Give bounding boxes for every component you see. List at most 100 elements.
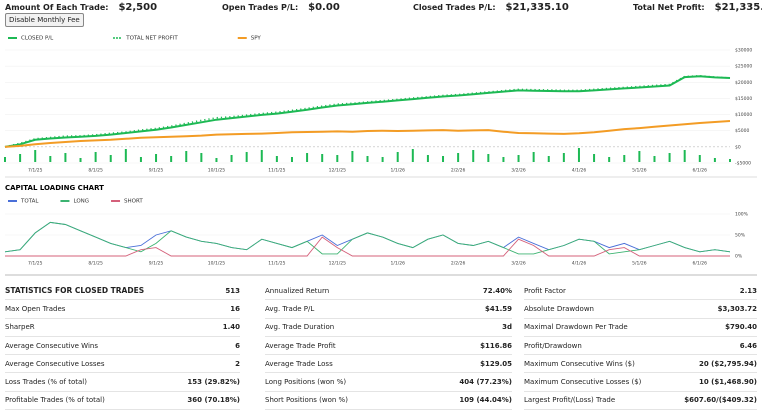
stat-value: 404 (77.23%) <box>459 378 512 387</box>
stat-value: 16 <box>230 304 240 313</box>
y-tick-label: 0% <box>735 254 743 260</box>
series-line <box>4 75 731 148</box>
y-tick-label: 50% <box>735 233 746 239</box>
stat-label: Max Open Trades <box>5 304 66 313</box>
stats-row: Average Trade Loss $129.05 <box>265 355 512 374</box>
bar <box>230 155 233 162</box>
stats-row: Largest Profit/(Loss) Trade $607.60/($409… <box>524 392 757 410</box>
stats-row: Avg. Trade P/L $41.59 <box>265 300 512 319</box>
stat-value: $790.40 <box>725 323 757 332</box>
stat-value: 2 <box>235 359 240 368</box>
y-tick-label: $25000 <box>735 64 752 70</box>
stat-value: 6.46 <box>739 341 757 350</box>
y-tick-label: 100% <box>735 212 749 218</box>
stats-row: Absolute Drawdown $3,303.72 <box>524 300 757 319</box>
series-line <box>4 221 731 253</box>
series-line <box>4 221 731 255</box>
x-tick-label: 8/1/25 <box>88 261 103 267</box>
stat-value: 10 ($1,468.90) <box>699 378 757 387</box>
x-tick-label: 7/1/25 <box>28 261 43 267</box>
bar <box>290 157 293 162</box>
bar <box>19 154 22 162</box>
series-line <box>4 120 731 148</box>
value: $21,335.10 <box>714 2 762 13</box>
bar <box>562 153 565 162</box>
stats-row: Maximal Drawdown Per Trade $790.40 <box>524 319 757 337</box>
bar <box>124 149 127 162</box>
bar <box>366 156 369 162</box>
stats-row: Average Consecutive Losses 2 <box>5 355 240 374</box>
stats-row: Profitable Trades (% of total) 360 (70.18… <box>5 392 240 410</box>
stat-label: Maximum Consecutive Wins ($) <box>524 359 635 368</box>
bar <box>185 151 188 162</box>
x-tick-label: 7/1/25 <box>28 168 43 174</box>
stats-row: Maximum Consecutive Wins ($) 20 ($2,795.9… <box>524 355 757 374</box>
stat-label: Average Trade Profit <box>265 341 336 350</box>
stats-column: Profit Factor 2.13 Absolute Drawdown $3,303… <box>524 282 757 410</box>
stat-value: 3d <box>502 323 512 332</box>
stat-value: 6 <box>235 341 240 350</box>
y-tick-label: $20000 <box>735 80 752 86</box>
stat-label: Average Consecutive Losses <box>5 359 105 368</box>
x-tick-label: 8/1/25 <box>88 168 103 174</box>
series-line <box>5 236 730 257</box>
bar <box>64 153 67 162</box>
bar <box>653 156 656 162</box>
bar <box>200 153 203 162</box>
legend-label: TOTAL NET PROFIT <box>125 36 178 42</box>
stat-label: Long Positions (won %) <box>265 378 347 387</box>
stat-label: Absolute Drawdown <box>524 304 594 313</box>
x-tick-label: 6/1/26 <box>693 168 708 174</box>
bar <box>532 152 535 162</box>
fee-button[interactable]: Disable Monthly Fee <box>5 13 84 27</box>
stat-label: Average Trade Loss <box>265 359 333 368</box>
stat-label: Avg. Trade P/L <box>265 304 315 313</box>
value: $2,500 <box>118 2 158 13</box>
stat-value: $41.59 <box>484 304 512 313</box>
legend-label: CLOSED P/L <box>21 36 54 42</box>
stat-label: Profit Factor <box>524 286 566 295</box>
stat-label: Loss Trades (% of total) <box>5 378 87 387</box>
stats-row: Max Open Trades 16 <box>5 300 240 319</box>
bar <box>245 152 248 162</box>
stats-row: Avg. Trade Duration 3d <box>265 319 512 337</box>
legend-label: TOTAL <box>20 199 39 205</box>
bar <box>729 159 731 162</box>
header-item: Total Net Profit: $21,335.10 <box>633 2 762 13</box>
bar <box>351 151 354 162</box>
bar <box>260 150 263 162</box>
stat-label: Short Positions (won %) <box>265 396 348 405</box>
x-tick-label: 11/1/25 <box>268 261 285 267</box>
bar <box>94 152 97 162</box>
stats-row: SharpeR 1.40 <box>5 319 240 337</box>
bar <box>139 157 142 162</box>
legend-label: SHORT <box>124 199 143 205</box>
stat-label: Profitable Trades (% of total) <box>5 396 105 405</box>
bar <box>306 153 309 162</box>
charts: CLOSED P/L TOTAL NET PROFIT SPY -$5000 $0 $50… <box>4 36 757 276</box>
value: $21,335.10 <box>505 2 569 13</box>
stat-label: Maximal Drawdown Per Trade <box>524 323 628 332</box>
x-tick-label: 6/1/26 <box>693 261 708 267</box>
stats-row: Maximum Consecutive Losses ($) 10 ($1,468… <box>524 373 757 392</box>
series-line <box>4 74 731 148</box>
stat-value: $607.60/($409.32) <box>684 396 757 405</box>
stats-row: Profit/Drawdown 6.46 <box>524 337 757 356</box>
bar <box>411 149 414 162</box>
header-item: Amount Of Each Trade: $2,500 <box>5 2 157 13</box>
stat-value: $129.05 <box>480 359 512 368</box>
bar <box>4 157 6 162</box>
y-tick-label: $5000 <box>735 128 749 134</box>
bar <box>34 150 37 162</box>
stat-label: STATISTICS FOR CLOSED TRADES <box>5 286 145 296</box>
bar <box>623 155 626 162</box>
bar <box>215 158 218 162</box>
label: Closed Trades P/L: <box>413 3 496 12</box>
stat-label: Maximum Consecutive Losses ($) <box>524 378 642 387</box>
bar <box>638 151 641 162</box>
bar <box>487 154 490 162</box>
stats-row: Loss Trades (% of total) 153 (29.82%) <box>5 373 240 392</box>
stats-column: STATISTICS FOR CLOSED TRADES 513 Max Open … <box>5 282 240 410</box>
label: Amount Of Each Trade: <box>5 3 109 12</box>
